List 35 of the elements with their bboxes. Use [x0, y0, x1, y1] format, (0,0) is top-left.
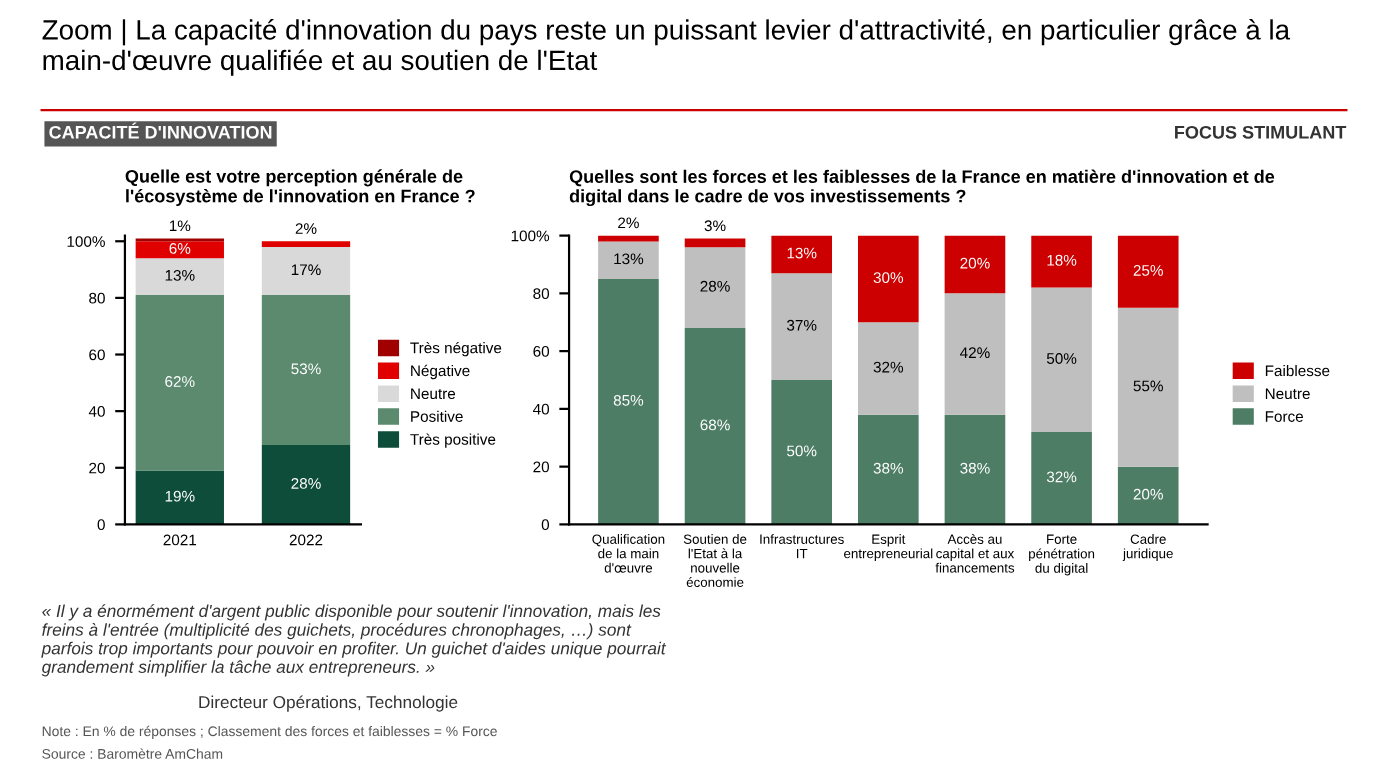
bar: [1117, 235, 1179, 308]
bar: [944, 293, 1006, 415]
bar: [135, 295, 224, 471]
chart-title: Quelle est votre perception générale de l'écosystème de l'innovation en France ?: [125, 169, 475, 207]
text: Directeur Opérations, Technologie: [199, 695, 458, 712]
bar: [684, 238, 746, 248]
bar: [135, 241, 224, 259]
bar: [261, 241, 351, 247]
bar: [684, 247, 746, 329]
bar: [684, 328, 746, 525]
bar: [1031, 431, 1092, 525]
bar: [1031, 235, 1092, 288]
bar: [858, 322, 919, 415]
bar: [858, 414, 919, 525]
bar: [261, 295, 351, 446]
bar: [135, 470, 224, 525]
bar: [771, 380, 833, 525]
bar: [598, 241, 659, 279]
text: Zoom | La capacité d'innovation du pays reste un puissant levier d'attractivité, en particulier grâce à la main-d'œuvre qualifiée et au soutien de l'Etat: [42, 19, 1291, 76]
bar: [1031, 287, 1092, 432]
text: FOCUS STIMULANT: [1175, 125, 1347, 139]
bar: [261, 246, 351, 296]
text: « Il y a énormément d'argent public disponible pour soutenir l'innovation, mais les freins à l'entrée (multiplicité des guichets, procédures chronophages, …) sont parfois trop importants pour pouvoir en profiter. Un guichet d'aides unique pourrait grandement simplifier la tâche aux entrepreneurs. »: [41, 604, 667, 677]
bar: [771, 273, 833, 380]
chart-title: Quelles sont les forces et les faiblesses de la France en matière d'innovation et de digital dans le cadre de vos investissements ?: [569, 169, 1275, 207]
bar: [944, 414, 1006, 525]
bar: [135, 258, 224, 296]
bar: [944, 235, 1006, 294]
bar: [858, 235, 919, 323]
bar: [598, 278, 659, 525]
bar: [771, 235, 833, 274]
bar: [261, 445, 351, 525]
bar: [1117, 307, 1179, 467]
text: CAPACITÉ D'INNOVATION: [49, 122, 272, 139]
bar: [1117, 466, 1179, 525]
